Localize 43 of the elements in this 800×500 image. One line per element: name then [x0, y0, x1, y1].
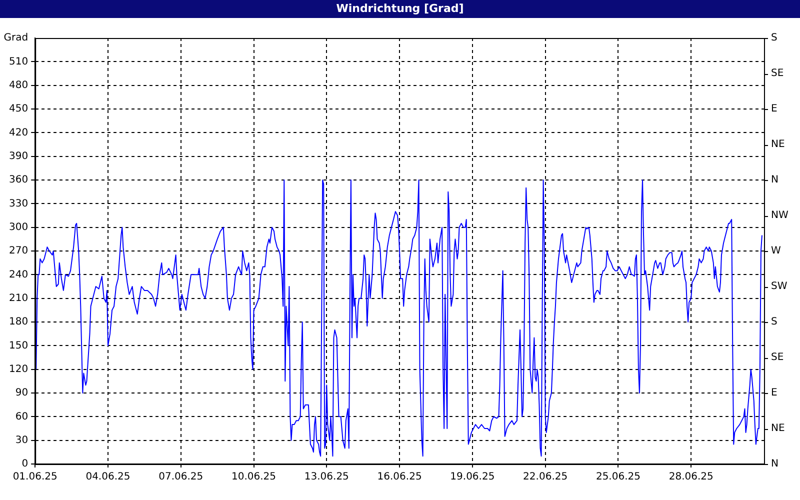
text: E: [771, 388, 778, 399]
y-tick-label: 0: [22, 458, 28, 470]
x-tick-label: 16.06.25: [377, 472, 422, 483]
y-tick-label: 420: [8, 127, 28, 138]
x-tick-label: 19.06.25: [450, 472, 495, 483]
y-tick-label: 330: [8, 198, 28, 210]
x-tick-label: 01.06.25: [12, 472, 58, 483]
y-tick-label: 210: [8, 292, 28, 304]
text: NE: [771, 423, 785, 434]
y-tick-label: 390: [8, 150, 28, 162]
y-tick-label: 90: [15, 388, 28, 399]
text: S: [771, 32, 778, 44]
x-tick-label: 07.06.25: [158, 472, 204, 483]
y-axis-title: Grad: [4, 32, 28, 44]
x-tick-label: 10.06.25: [231, 472, 276, 483]
y-tick-label: 240: [8, 269, 28, 280]
text: E: [771, 104, 778, 115]
text: W: [771, 246, 781, 257]
y-tick-label: 300: [8, 222, 28, 233]
text: SW: [771, 281, 788, 292]
x-tick-label: 28.06.25: [668, 472, 714, 483]
text: N: [771, 458, 778, 470]
y-tick-label: 30: [15, 434, 28, 446]
x-tick-label: 22.06.25: [523, 472, 568, 483]
text: N: [771, 174, 778, 186]
y-tick-label: 450: [8, 104, 28, 115]
y-tick-label: 360: [8, 174, 28, 186]
y-tick-label: 270: [8, 246, 28, 257]
text: SE: [771, 352, 784, 364]
y-tick-label: 480: [8, 80, 28, 91]
text: NW: [771, 210, 788, 222]
y-tick-label: 150: [8, 340, 28, 352]
text: S: [771, 316, 778, 328]
y-tick-label: 510: [8, 56, 28, 68]
x-tick-label: 04.06.25: [86, 472, 130, 483]
y-tick-label: 180: [8, 316, 28, 328]
x-tick-label: 25.06.25: [596, 472, 640, 483]
chart-title: Windrichtung [Grad]: [0, 0, 800, 18]
text: NE: [771, 139, 785, 150]
y-tick-label: 120: [8, 364, 28, 375]
text: SE: [771, 68, 784, 80]
y-tick-label: 60: [15, 411, 28, 422]
x-tick-label: 13.06.25: [304, 472, 349, 483]
